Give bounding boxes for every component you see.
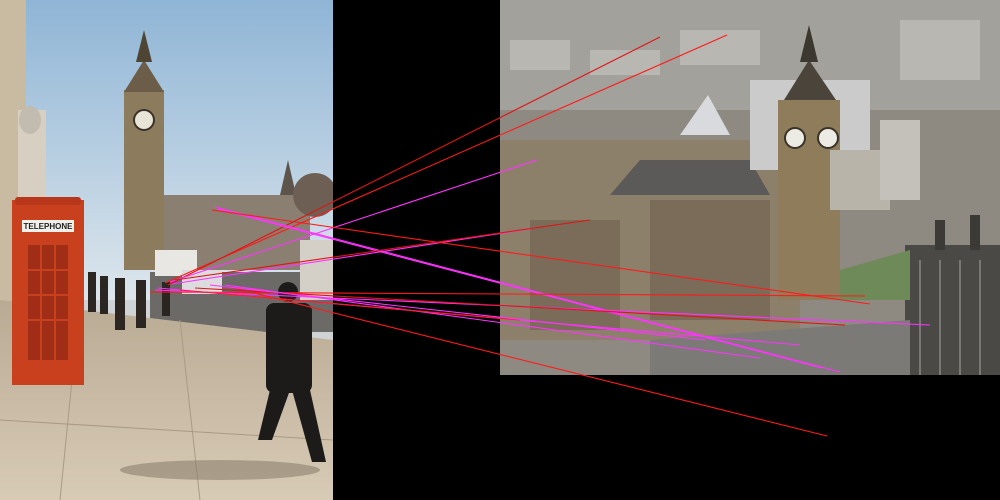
left-street-photo: TELEPHONE bbox=[0, 0, 333, 500]
right-aerial-photo bbox=[500, 0, 1000, 375]
left-photo-drawing: TELEPHONE bbox=[0, 0, 333, 500]
white-car bbox=[182, 270, 222, 294]
right-photo-drawing bbox=[500, 0, 1000, 375]
clock-face bbox=[133, 109, 155, 131]
telephone-sign: TELEPHONE bbox=[24, 222, 74, 231]
red-telephone-box: TELEPHONE bbox=[12, 197, 84, 385]
